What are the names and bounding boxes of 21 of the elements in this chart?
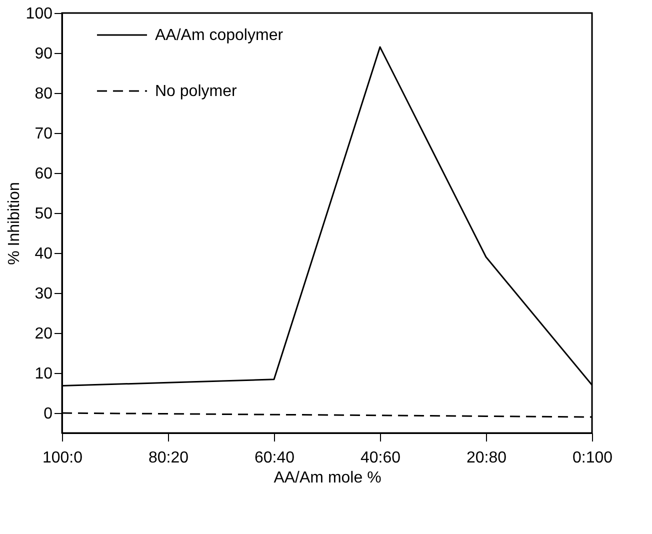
- y-tick-label: 60: [34, 166, 53, 182]
- y-tick-label: 30: [34, 286, 53, 302]
- x-tick-label: 100:0: [42, 450, 83, 466]
- y-tick-label: 80: [34, 86, 53, 102]
- x-tick-label: 80:20: [148, 450, 189, 466]
- y-tick-label: 90: [34, 46, 53, 62]
- y-tick-label: 70: [34, 126, 53, 142]
- x-axis-title: AA/Am mole %: [274, 470, 382, 486]
- x-tick-label: 40:60: [360, 450, 401, 466]
- y-tick-label: 0: [44, 406, 53, 422]
- x-tick-label: 60:40: [254, 450, 295, 466]
- y-tick-label: 20: [34, 326, 53, 342]
- legend-label: No polymer: [155, 83, 238, 100]
- y-tick-label: 100: [26, 6, 53, 22]
- y-tick-label: 40: [34, 246, 53, 262]
- y-tick-label: 50: [34, 206, 53, 222]
- x-tick-label: 0:100: [572, 450, 613, 466]
- y-axis-title: % Inhibition: [6, 182, 23, 265]
- legend-label: AA/Am copolymer: [155, 27, 284, 44]
- x-tick-label: 20:80: [466, 450, 507, 466]
- y-tick-label: 10: [34, 366, 53, 382]
